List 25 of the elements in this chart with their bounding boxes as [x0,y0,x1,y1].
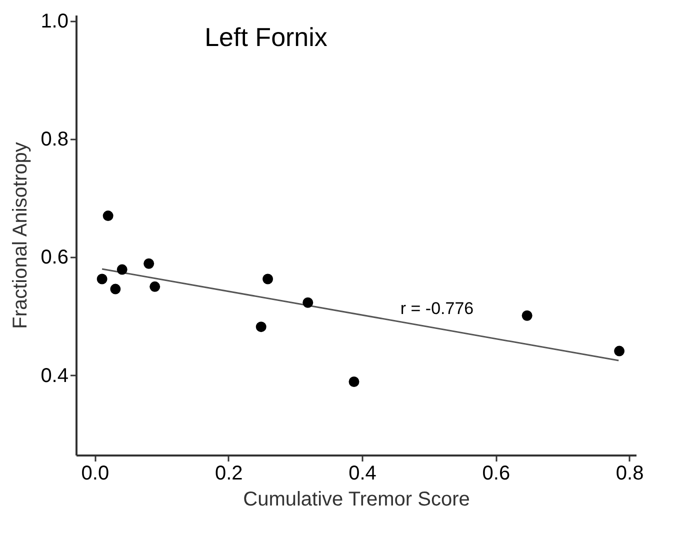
x-tick-label: 0.6 [482,462,510,484]
y-tick-label: 0.6 [40,246,68,269]
y-tick-label: 0.8 [40,128,68,151]
x-tick-label: 0.4 [348,462,376,484]
x-tick-label: 0.0 [81,462,110,484]
y-axis-title: Fractional Anisotropy [10,142,32,329]
point [150,281,160,292]
point [262,274,274,284]
y-tick-label: 1.0 [40,10,68,32]
x-tick-label: 0.8 [616,462,644,484]
x-tick-label: 0.2 [214,462,243,484]
y-tick-label: 0.4 [40,364,68,387]
point [110,284,121,294]
x-axis-title: Cumulative Tremor Score [243,488,470,510]
chart-title: Left Fornix [204,22,328,52]
point [144,258,154,269]
point [102,210,114,222]
point [348,376,360,387]
point [302,297,314,308]
point [116,264,128,275]
point [522,310,532,321]
point [614,346,625,356]
point [96,274,108,284]
point [256,322,266,332]
annotation: r = -0.776 [400,299,474,318]
